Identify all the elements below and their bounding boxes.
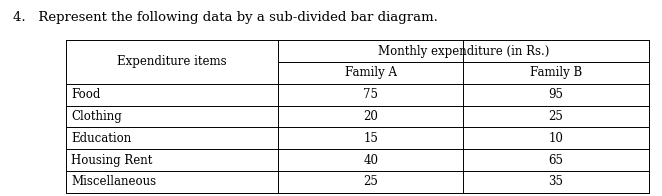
Text: 10: 10: [549, 132, 563, 145]
Text: 25: 25: [549, 110, 563, 123]
Text: Miscellaneous: Miscellaneous: [71, 175, 157, 188]
Text: Expenditure items: Expenditure items: [117, 55, 227, 68]
Text: 35: 35: [549, 175, 563, 188]
Text: 15: 15: [363, 132, 378, 145]
Text: 4.   Represent the following data by a sub-divided bar diagram.: 4. Represent the following data by a sub…: [13, 11, 438, 24]
Text: 95: 95: [549, 88, 563, 101]
Text: Monthly expenditure (in Rs.): Monthly expenditure (in Rs.): [378, 44, 549, 57]
Text: Family B: Family B: [530, 66, 582, 79]
Text: 65: 65: [549, 154, 563, 167]
Text: 75: 75: [363, 88, 378, 101]
Text: Housing Rent: Housing Rent: [71, 154, 153, 167]
Text: Family A: Family A: [345, 66, 397, 79]
Text: Food: Food: [71, 88, 101, 101]
Text: Clothing: Clothing: [71, 110, 122, 123]
Text: 40: 40: [363, 154, 378, 167]
Text: 20: 20: [363, 110, 378, 123]
Text: Education: Education: [71, 132, 132, 145]
Text: 25: 25: [363, 175, 378, 188]
